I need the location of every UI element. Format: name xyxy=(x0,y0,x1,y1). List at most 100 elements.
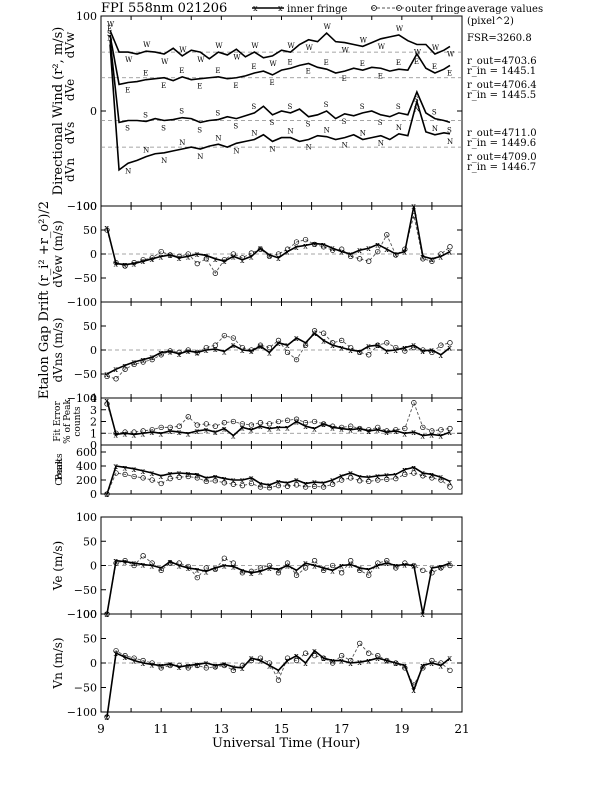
outer-fringe-point xyxy=(203,256,209,262)
inner-fringe-point: x xyxy=(285,248,290,257)
legend-avg-label-1: average values xyxy=(467,4,543,15)
outer-fringe-point xyxy=(284,483,291,489)
y-tick-label: −100 xyxy=(67,706,97,719)
inner-fringe-point: x xyxy=(321,654,326,663)
inner-fringe-point: x xyxy=(411,428,416,437)
inner-fringe-point: x xyxy=(231,252,236,261)
inner-fringe-point: x xyxy=(366,473,371,482)
inner-fringe-point: x xyxy=(411,341,416,350)
outer-fringe-point xyxy=(275,677,282,683)
outer-fringe-point xyxy=(293,657,300,664)
outer-fringe-point xyxy=(113,376,119,382)
outer-fringe-point xyxy=(212,664,218,670)
inner-fringe-point: x xyxy=(204,426,209,435)
series-S-marker: S xyxy=(161,125,166,133)
inner-fringe-point: x xyxy=(114,430,119,439)
inner-fringe-point: x xyxy=(213,345,218,354)
inner-fringe-point: x xyxy=(402,344,407,353)
inner-fringe-point: x xyxy=(222,347,227,356)
inner-fringe-point: x xyxy=(213,428,218,437)
panel-frame xyxy=(100,301,463,399)
series-N-marker: N xyxy=(269,145,275,153)
outer-fringe-point xyxy=(248,568,255,574)
outer-fringe-point xyxy=(230,560,237,566)
inner-fringe-point: x xyxy=(285,657,290,666)
series-S-marker: S xyxy=(125,125,130,133)
series-W-marker: W xyxy=(251,42,259,50)
outer-fringe-point xyxy=(293,572,300,578)
series-N-marker: N xyxy=(378,140,384,148)
inner-fringe-point: x xyxy=(384,347,389,356)
inner-fringe-point: x xyxy=(294,566,299,575)
outer-fringe-point xyxy=(185,563,191,570)
y-tick-label: 400 xyxy=(76,460,97,473)
series-S-marker: S xyxy=(432,109,437,117)
inner-fringe-point: x xyxy=(294,243,299,252)
outer-fringe-point xyxy=(284,417,291,423)
inner-fringe-point: x xyxy=(150,428,155,437)
inner-fringe-point: x xyxy=(249,654,254,663)
inner-fringe-point: x xyxy=(141,467,146,476)
inner-fringe-point: x xyxy=(123,558,128,567)
series-E-marker: E xyxy=(432,63,437,71)
inner-fringe-point: x xyxy=(123,261,128,270)
y-tick-label: 50 xyxy=(83,535,97,548)
inner-fringe-line xyxy=(106,332,451,375)
series-W-marker: W xyxy=(447,50,455,58)
inner-fringe-point: x xyxy=(402,661,407,670)
inner-fringe-point: x xyxy=(447,344,452,353)
inner-fringe-point: x xyxy=(303,339,308,348)
inner-fringe-point: x xyxy=(357,425,362,434)
inner-fringe-point: x xyxy=(249,426,254,435)
inner-fringe-point: x xyxy=(438,432,443,441)
series-E-marker: E xyxy=(125,87,130,95)
x-tick-label: 9 xyxy=(97,722,105,736)
inner-fringe-point: x xyxy=(141,257,146,266)
outer-fringe-point xyxy=(203,665,209,671)
outer-fringe-point xyxy=(230,418,237,425)
inner-fringe-point: x xyxy=(348,469,353,478)
e-out-label: r_out=4706.4 xyxy=(467,80,537,91)
inner-fringe-point: x xyxy=(123,463,128,472)
series-N-marker: N xyxy=(324,127,330,135)
series-N-marker: N xyxy=(447,138,453,146)
outer-fringe-point xyxy=(203,565,209,571)
outer-fringe-point xyxy=(438,342,444,348)
outer-fringe-point xyxy=(302,484,309,490)
series-E-marker: E xyxy=(288,58,293,66)
series-W-marker: W xyxy=(197,56,205,64)
inner-fringe-point: x xyxy=(222,425,227,434)
series-W-marker: W xyxy=(360,36,368,44)
series-E-marker: E xyxy=(269,79,274,87)
series-E-marker: E xyxy=(107,25,112,33)
inner-fringe-point: x xyxy=(348,250,353,259)
inner-fringe-point: x xyxy=(375,341,380,350)
outer-fringe-point xyxy=(239,421,246,427)
inner-fringe-point: x xyxy=(312,329,317,338)
inner-fringe-point: x xyxy=(222,562,227,571)
inner-fringe-point: x xyxy=(321,336,326,345)
series-E-marker: E xyxy=(233,82,238,90)
y-axis-label: Vn (m/s) xyxy=(51,637,65,689)
inner-fringe-point: x xyxy=(303,241,308,250)
series-E-marker: E xyxy=(215,67,220,75)
series-W-marker: W xyxy=(215,42,223,50)
legend-inner-label: inner fringe xyxy=(287,4,347,15)
inner-fringe-point: x xyxy=(204,346,209,355)
inner-fringe-point: x xyxy=(168,660,173,669)
outer-fringe-point xyxy=(293,356,300,363)
inner-fringe-point: x xyxy=(240,664,245,673)
outer-fringe-point xyxy=(248,422,255,428)
inner-fringe-point: x xyxy=(375,654,380,663)
inner-fringe-point: x xyxy=(357,473,362,482)
inner-fringe-point: x xyxy=(213,661,218,670)
inner-fringe-point: x xyxy=(114,260,119,269)
outer-fringe-point xyxy=(230,335,237,341)
inner-fringe-line xyxy=(106,649,451,718)
outer-fringe-point xyxy=(320,484,327,490)
s-in-label: r_in = 1449.6 xyxy=(467,138,536,149)
outer-fringe-point xyxy=(375,248,381,255)
